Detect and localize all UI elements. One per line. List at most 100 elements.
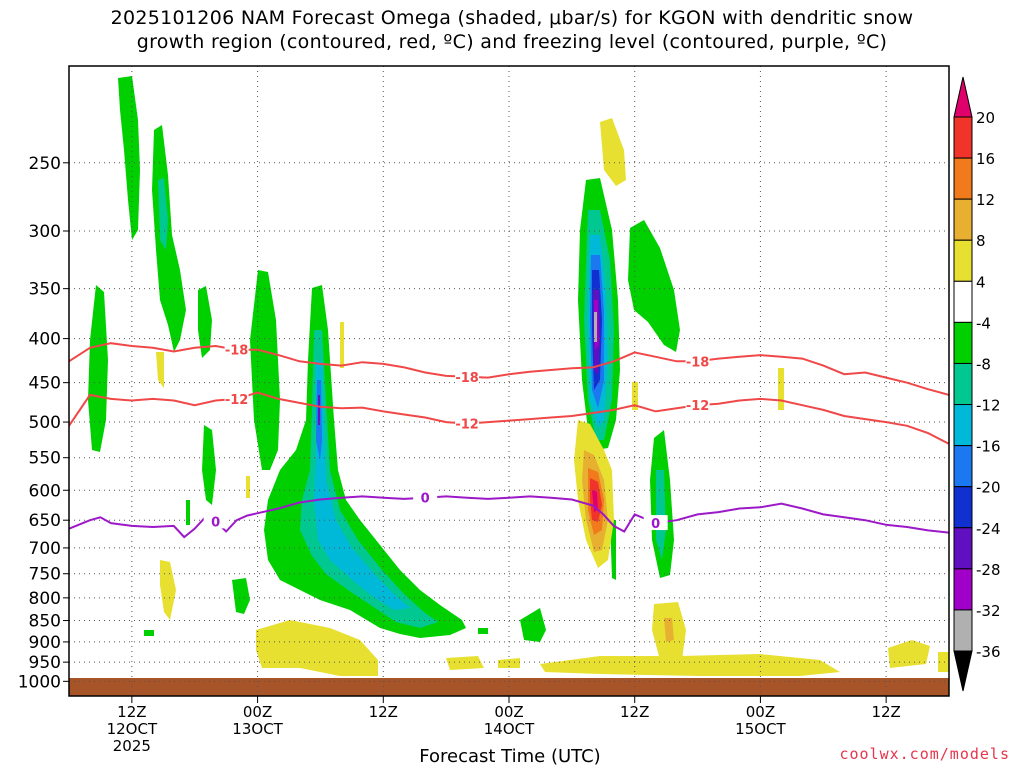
colorbar-box [953,362,973,406]
colorbar-label: 16 [976,150,995,168]
contour-label-bg [685,353,710,369]
contour-label-bg [203,513,228,529]
y-tick-label: 750 [29,565,61,585]
contour-label: 0 [211,515,220,530]
omega-region [256,620,378,676]
colorbar-label: -16 [976,438,1001,456]
colorbar-box [953,198,973,241]
grid [69,66,949,696]
contour-label-bg [455,368,480,384]
contour-lines: -18 -18 -18 -12 -12 -12 0 0 0 [69,341,949,539]
contour-label: -18 [225,344,249,359]
omega-region [656,470,666,560]
colorbar-label: -4 [976,314,991,332]
colorbar-box [953,280,973,323]
colorbar-label: -28 [976,561,1001,579]
omega-region [778,368,784,410]
contour-label: 0 [651,517,660,532]
omega-region [938,652,949,672]
y-tick-label: 950 [29,653,61,673]
title-line-2: growth region (contoured, red, ºC) and f… [136,31,888,53]
contour--12 [69,391,949,445]
contour-label-bg [224,390,249,406]
x-axis-title: Forecast Time (UTC) [419,746,601,767]
omega-region [600,118,626,186]
omega-region [250,270,280,470]
x-tick-label: 12Z [369,703,398,721]
y-tick-label: 500 [29,413,61,433]
omega-region [118,76,140,240]
omega-region [158,178,168,250]
colorbar-box [953,568,973,611]
title-line-1: 2025101206 NAM Forecast Omega (shaded, μ… [110,7,914,29]
colorbar-label: -12 [976,397,1001,415]
y-tick-label: 550 [29,449,61,469]
colorbar-box [953,239,973,282]
contour-label-bg [643,515,668,531]
omega-region [318,395,320,425]
colorbar-box [953,157,973,200]
omega-region [478,628,488,634]
omega-region [540,654,840,676]
y-tick-label: 400 [29,330,61,350]
colorbar-label: -32 [976,602,1001,620]
x-tick-label: 12Z [620,703,649,721]
colorbar-top-triangle [953,76,973,118]
x-tick-label: 12Z [871,703,900,721]
y-tick-label: 650 [29,511,61,531]
colorbar-label: 12 [976,191,995,209]
omega-shading [88,76,949,676]
omega-region [160,560,176,620]
x-tick-date: 15OCT [735,720,786,738]
x-tick-label: 12Z [117,703,146,721]
contour-label: -12 [455,418,479,433]
colorbar-label: -20 [976,479,1001,497]
omega-region [88,285,108,452]
omega-region [186,500,190,525]
y-tick-label: 250 [29,154,61,174]
x-tick-label: 00Z [243,703,272,721]
colorbar-label: -36 [976,643,1001,661]
y-tick-label: 850 [29,612,61,632]
omega-region [594,312,597,342]
colorbar-box [953,527,973,570]
omega-region [202,425,216,505]
x-tick-year: 2025 [113,737,151,755]
omega-region [314,360,410,610]
y-tick-label: 450 [29,374,61,394]
colorbar-label: 4 [976,273,986,291]
omega-region [664,618,674,642]
y-tick-label: 700 [29,539,61,559]
x-tick-label: 00Z [746,703,775,721]
chart-title: 2025101206 NAM Forecast Omega (shaded, μ… [0,6,1024,54]
contour--18 [69,342,949,396]
omega-region [628,220,680,352]
omega-region [232,578,250,614]
colorbar-bottom-triangle [953,650,973,692]
contour-label: -12 [225,393,249,408]
omega-region [156,352,164,388]
contour-label-bg [685,397,710,413]
y-axis: 2503003504004505005506006507007508008509… [18,154,69,692]
omega-region [498,658,520,668]
omega-region [340,322,344,368]
omega-region [446,656,484,670]
colorbar-box [953,321,973,364]
x-tick-date: 13OCT [232,720,283,738]
omega-region [246,476,250,498]
colorbar-label: 8 [976,232,986,250]
y-tick-label: 600 [29,481,61,501]
colorbar-box [953,609,973,652]
omega-region [888,640,930,668]
y-tick-label: 800 [29,589,61,609]
y-tick-label: 350 [29,280,61,300]
colorbar-box [953,404,973,447]
colorbar: 20 16 12 8 4 -4 -8 -12 -16 -20 -24 -28 -32 -36 [953,76,1001,692]
contour-label: 0 [421,492,430,507]
y-tick-label: 1000 [18,672,61,692]
colorbar-box [953,116,973,159]
contour-0 [69,495,949,539]
y-tick-label: 900 [29,633,61,653]
contour-label: -12 [686,399,710,414]
